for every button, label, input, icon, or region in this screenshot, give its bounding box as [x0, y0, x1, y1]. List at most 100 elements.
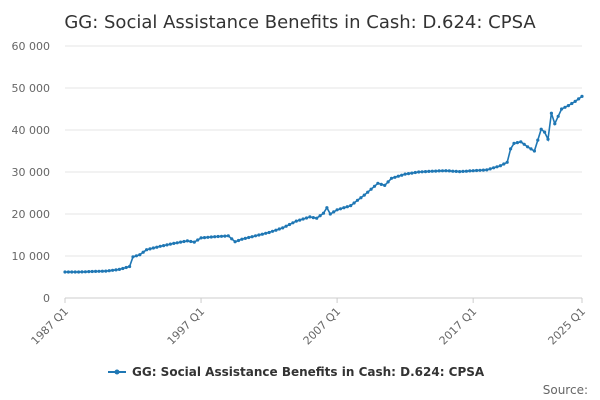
data-point[interactable] [141, 250, 145, 254]
data-point[interactable] [580, 94, 584, 98]
data-point[interactable] [332, 210, 336, 214]
data-point[interactable] [512, 141, 516, 145]
data-point[interactable] [321, 211, 326, 215]
data-point[interactable] [556, 114, 560, 118]
data-point[interactable] [566, 104, 571, 108]
data-point[interactable] [73, 270, 77, 274]
data-point[interactable] [131, 255, 135, 259]
data-point[interactable] [70, 270, 74, 274]
data-point[interactable] [291, 221, 295, 225]
data-point[interactable] [379, 182, 383, 186]
data-point[interactable] [458, 170, 462, 174]
data-point[interactable] [488, 167, 492, 171]
data-point[interactable] [253, 234, 258, 238]
data-point[interactable] [318, 214, 322, 218]
data-point[interactable] [413, 170, 417, 175]
data-point[interactable] [128, 264, 132, 269]
data-point[interactable] [434, 169, 438, 173]
data-point[interactable] [355, 198, 360, 202]
data-point[interactable] [376, 181, 380, 185]
data-point[interactable] [213, 235, 217, 239]
data-point[interactable] [495, 165, 499, 169]
data-point[interactable] [63, 270, 67, 274]
data-point[interactable] [216, 234, 220, 239]
data-point[interactable] [83, 270, 87, 274]
data-point[interactable] [97, 269, 101, 273]
data-point[interactable] [420, 170, 424, 174]
data-point[interactable] [90, 269, 94, 274]
data-point[interactable] [400, 173, 404, 177]
data-point[interactable] [315, 216, 319, 220]
data-point[interactable] [114, 268, 118, 272]
data-point[interactable] [87, 270, 91, 274]
data-point[interactable] [454, 169, 458, 173]
data-point[interactable] [325, 206, 329, 210]
data-point[interactable] [389, 176, 394, 180]
data-point[interactable] [311, 216, 315, 220]
data-point[interactable] [505, 160, 509, 164]
data-point[interactable] [447, 169, 451, 173]
data-point[interactable] [573, 99, 577, 103]
data-point[interactable] [437, 169, 441, 173]
data-point[interactable] [100, 269, 104, 273]
data-point[interactable] [393, 175, 397, 179]
data-point[interactable] [175, 241, 179, 245]
data-point[interactable] [386, 180, 390, 184]
data-point[interactable] [202, 236, 207, 240]
data-point[interactable] [526, 145, 530, 149]
data-point[interactable] [342, 206, 346, 210]
data-point[interactable] [257, 233, 261, 237]
data-point[interactable] [502, 162, 506, 166]
data-point[interactable] [352, 201, 356, 205]
data-point[interactable] [539, 127, 543, 131]
data-point[interactable] [107, 269, 111, 273]
data-point[interactable] [451, 169, 455, 173]
data-point[interactable] [366, 190, 370, 194]
data-point[interactable] [294, 219, 298, 223]
data-point[interactable] [444, 169, 448, 173]
data-point[interactable] [560, 107, 564, 111]
data-point[interactable] [155, 245, 159, 249]
data-point[interactable] [475, 168, 479, 173]
data-point[interactable] [270, 229, 275, 233]
data-point[interactable] [247, 235, 251, 240]
data-point[interactable] [274, 228, 278, 232]
data-point[interactable] [308, 215, 312, 219]
data-point[interactable] [80, 270, 84, 274]
data-point[interactable] [430, 169, 434, 173]
data-point[interactable] [468, 169, 472, 173]
data-point[interactable] [260, 232, 264, 236]
data-point[interactable] [117, 267, 121, 271]
data-point[interactable] [124, 265, 128, 270]
data-point[interactable] [287, 222, 292, 227]
data-point[interactable] [417, 170, 421, 174]
data-point[interactable] [522, 142, 526, 146]
data-point[interactable] [226, 234, 230, 238]
data-point[interactable] [196, 238, 200, 242]
data-point[interactable] [145, 248, 149, 252]
data-point[interactable] [233, 240, 237, 244]
data-point[interactable] [546, 137, 550, 141]
data-point[interactable] [138, 253, 142, 257]
data-point[interactable] [192, 240, 196, 244]
data-point[interactable] [277, 227, 281, 231]
data-point[interactable] [515, 141, 520, 145]
data-point[interactable] [427, 169, 431, 173]
data-point[interactable] [148, 247, 152, 251]
data-point[interactable] [219, 234, 224, 238]
data-point[interactable] [461, 169, 465, 173]
data-point[interactable] [570, 101, 574, 106]
data-point[interactable] [481, 168, 485, 172]
data-point[interactable] [182, 239, 186, 244]
data-point[interactable] [104, 269, 108, 273]
data-point[interactable] [209, 235, 213, 239]
data-point[interactable] [298, 218, 302, 222]
data-point[interactable] [359, 196, 363, 200]
data-point[interactable] [532, 149, 537, 153]
data-point[interactable] [328, 212, 332, 216]
data-point[interactable] [189, 239, 193, 244]
data-point[interactable] [335, 208, 339, 212]
data-point[interactable] [121, 266, 125, 271]
data-point[interactable] [151, 246, 155, 250]
data-point[interactable] [264, 231, 268, 235]
